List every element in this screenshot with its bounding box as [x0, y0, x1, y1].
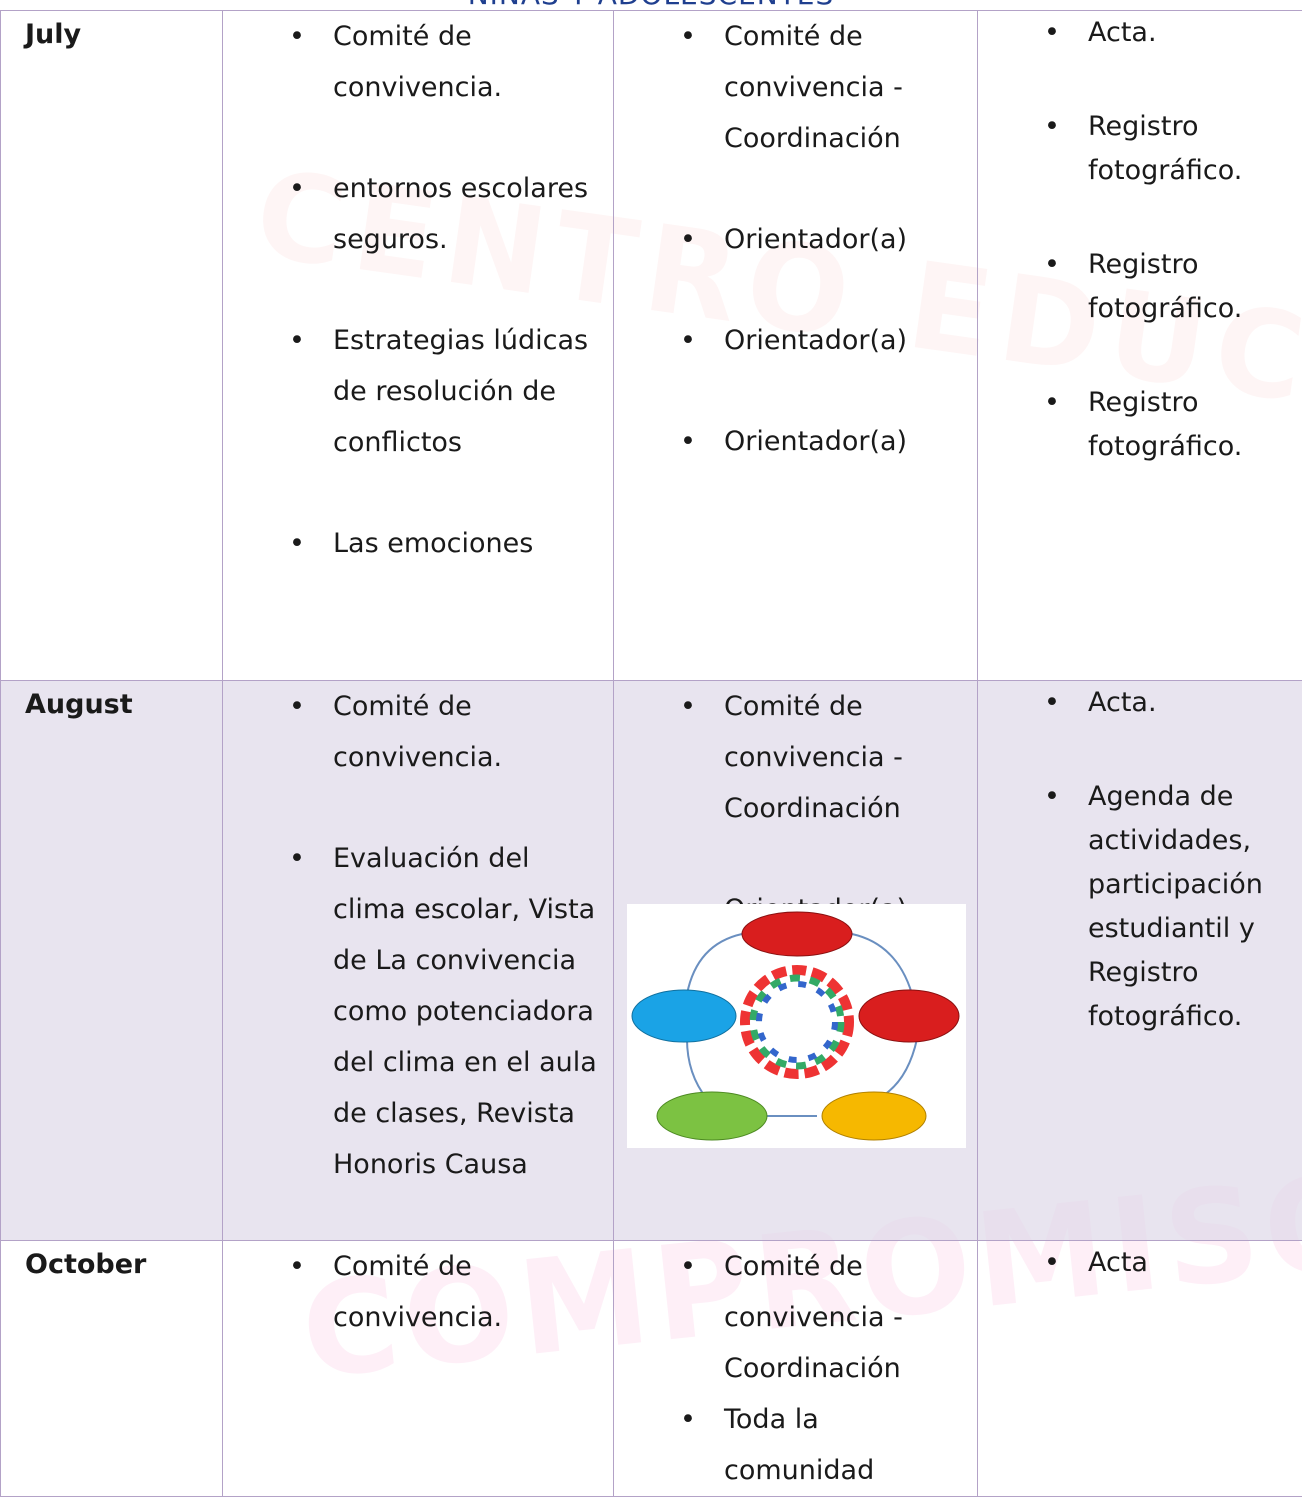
- list-item: Agenda de actividades, participación est…: [1088, 775, 1292, 1039]
- list-item: entornos escolares seguros.: [333, 163, 603, 265]
- bullet-list: Acta. Registro fotográfico. Registro fotog…: [978, 11, 1302, 469]
- evidence-cell: Acta. Registro fotográfico. Registro fotog…: [978, 11, 1302, 681]
- bullet-list: Comité de convivencia. Evaluación del cli…: [223, 681, 613, 1190]
- month-cell: August: [1, 681, 223, 1241]
- list-item: Comité de convivencia.: [333, 11, 603, 113]
- activities-cell: Comité de convivencia. Evaluación del cli…: [223, 681, 614, 1241]
- bullet-list: Comité de convivencia. entornos escolares…: [223, 11, 613, 569]
- bullet-list: Comité de convivencia - CoordinaciónToda…: [614, 1241, 977, 1496]
- list-item: Evaluación del clima escolar, Vista de L…: [333, 833, 603, 1190]
- list-item: Toda la comunidad: [724, 1394, 967, 1496]
- list-item: Acta: [1088, 1241, 1292, 1285]
- list-item: Orientador(a): [724, 315, 967, 366]
- bullet-list: Comité de convivencia - CoordinaciónOrie…: [614, 681, 977, 935]
- activities-cell: Comité de convivencia.: [223, 1241, 614, 1497]
- bullet-list: Acta. Agenda de actividades, participació…: [978, 681, 1302, 1039]
- list-item: Comité de convivencia.: [333, 681, 603, 783]
- cycle-diagram: [627, 904, 966, 1148]
- list-item: Registro fotográfico.: [1088, 105, 1292, 193]
- list-item: Orientador(a): [724, 214, 967, 265]
- list-item: Registro fotográfico.: [1088, 381, 1292, 469]
- table-row: OctoberComité de convivencia.Comité de c…: [1, 1241, 1302, 1497]
- responsible-cell: Comité de convivencia - Coordinación Orie…: [614, 11, 978, 681]
- bullet-list: Comité de convivencia - Coordinación Orie…: [614, 11, 977, 467]
- schedule-table: July Comité de convivencia. entornos escol…: [0, 10, 1302, 1497]
- activities-cell: Comité de convivencia. entornos escolares…: [223, 11, 614, 681]
- evidence-cell: Acta. Agenda de actividades, participació…: [978, 681, 1302, 1241]
- list-item: Orientador(a): [724, 416, 967, 467]
- page: {"header": {"title": "NIÑAS Y ADOLESCENT…: [0, 0, 1302, 1444]
- list-item: Estrategias lúdicas de resolución de con…: [333, 315, 603, 468]
- evidence-cell: Acta: [978, 1241, 1302, 1497]
- list-item: Comité de convivencia - Coordinación: [724, 11, 967, 164]
- bullet-list: Comité de convivencia.: [223, 1241, 613, 1343]
- month-cell: July: [1, 11, 223, 681]
- list-item: Acta.: [1088, 11, 1292, 55]
- responsible-cell: Comité de convivencia - CoordinaciónToda…: [614, 1241, 978, 1497]
- table-row: July Comité de convivencia. entornos escol…: [1, 11, 1302, 681]
- list-item: Comité de convivencia.: [333, 1241, 603, 1343]
- bullet-list: Acta: [978, 1241, 1302, 1285]
- list-item: Comité de convivencia - Coordinación: [724, 1241, 967, 1394]
- list-item: Acta.: [1088, 681, 1292, 725]
- list-item: Comité de convivencia - Coordinación: [724, 681, 967, 834]
- list-item: Las emociones: [333, 518, 603, 569]
- month-cell: October: [1, 1241, 223, 1497]
- list-item: Registro fotográfico.: [1088, 243, 1292, 331]
